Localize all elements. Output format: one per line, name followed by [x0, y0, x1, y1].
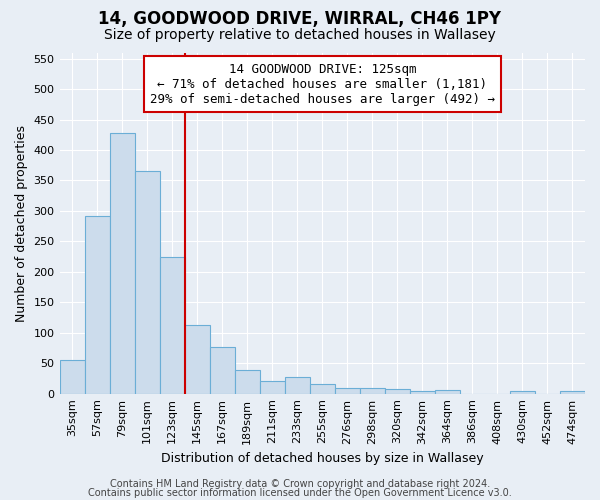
Bar [360, 388, 385, 394]
Bar [209, 347, 235, 394]
Y-axis label: Number of detached properties: Number of detached properties [15, 124, 28, 322]
Bar [235, 370, 260, 394]
Bar [85, 216, 110, 394]
Text: Contains public sector information licensed under the Open Government Licence v3: Contains public sector information licen… [88, 488, 512, 498]
Text: Contains HM Land Registry data © Crown copyright and database right 2024.: Contains HM Land Registry data © Crown c… [110, 479, 490, 489]
Bar [385, 389, 410, 394]
Text: 14, GOODWOOD DRIVE, WIRRAL, CH46 1PY: 14, GOODWOOD DRIVE, WIRRAL, CH46 1PY [98, 10, 502, 28]
Bar [59, 360, 85, 394]
Bar [160, 256, 185, 394]
Bar [560, 390, 585, 394]
Bar [310, 384, 335, 394]
Bar [510, 390, 535, 394]
Bar [335, 388, 360, 394]
Text: Size of property relative to detached houses in Wallasey: Size of property relative to detached ho… [104, 28, 496, 42]
Text: 14 GOODWOOD DRIVE: 125sqm
← 71% of detached houses are smaller (1,181)
29% of se: 14 GOODWOOD DRIVE: 125sqm ← 71% of detac… [150, 62, 495, 106]
Bar [134, 172, 160, 394]
Bar [435, 390, 460, 394]
Bar [410, 390, 435, 394]
Bar [285, 376, 310, 394]
Bar [260, 382, 285, 394]
X-axis label: Distribution of detached houses by size in Wallasey: Distribution of detached houses by size … [161, 452, 484, 465]
Bar [185, 325, 209, 394]
Bar [110, 133, 134, 394]
